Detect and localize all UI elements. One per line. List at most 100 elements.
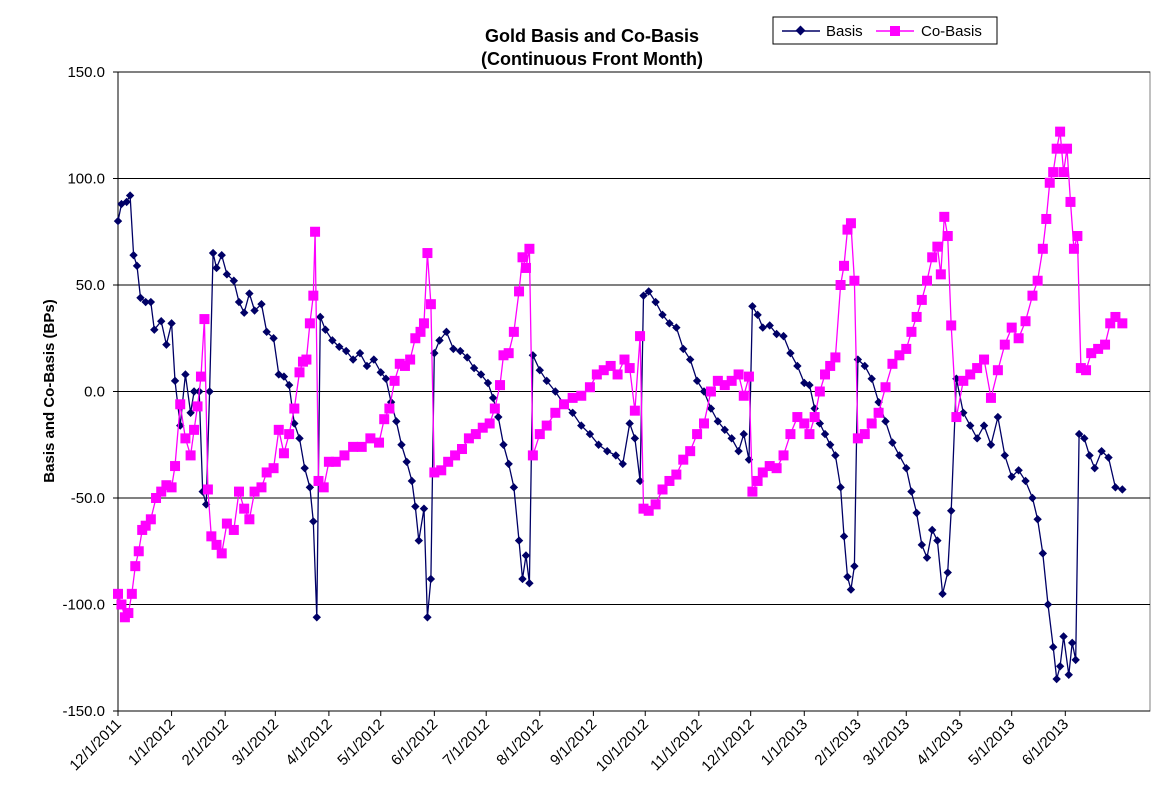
data-point: [1062, 143, 1073, 154]
data-point: [713, 417, 723, 426]
data-point: [305, 483, 315, 492]
data-point: [117, 199, 126, 209]
data-point: [1048, 642, 1058, 652]
x-tick-label: 12/1/2012: [698, 716, 757, 775]
data-point: [1028, 493, 1037, 503]
data-point: [189, 424, 200, 435]
data-point: [123, 608, 134, 619]
data-point: [1055, 126, 1066, 137]
data-point: [568, 408, 577, 417]
data-point: [222, 270, 232, 279]
data-point: [414, 536, 423, 545]
data-point: [411, 502, 420, 511]
data-point: [129, 250, 138, 260]
data-point: [1013, 333, 1024, 344]
data-point: [712, 375, 723, 386]
data-point: [820, 369, 831, 380]
data-point: [986, 440, 996, 449]
data-point: [685, 446, 696, 457]
data-point: [534, 429, 545, 440]
data-point: [1065, 196, 1076, 207]
data-point: [657, 484, 668, 495]
data-point: [685, 355, 695, 364]
data-point: [150, 325, 159, 334]
data-point: [457, 444, 467, 455]
data-point: [917, 540, 927, 550]
data-point: [514, 536, 524, 545]
data-point: [1038, 549, 1048, 558]
data-point: [1043, 600, 1053, 609]
data-point: [820, 429, 830, 439]
data-point: [256, 482, 267, 493]
data-point: [208, 248, 218, 258]
data-point: [542, 376, 551, 386]
data-point: [734, 446, 743, 456]
legend-label-cobasis: Co-Basis: [921, 23, 982, 40]
chart-subtitle: (Continuous Front Month): [481, 49, 703, 69]
data-point: [551, 387, 560, 396]
data-point: [1093, 343, 1104, 354]
data-point: [407, 476, 417, 486]
data-point: [362, 361, 372, 371]
data-point: [793, 361, 802, 371]
data-point: [504, 459, 513, 469]
data-point: [170, 461, 181, 472]
data-point: [558, 399, 569, 410]
data-point: [1021, 476, 1030, 486]
data-point: [639, 291, 648, 300]
data-point: [757, 467, 768, 478]
data-point: [748, 302, 757, 311]
data-point: [321, 325, 330, 334]
data-point: [429, 467, 440, 478]
data-point: [809, 412, 820, 423]
data-point: [747, 486, 758, 497]
data-point: [1110, 311, 1121, 322]
data-point: [1032, 275, 1043, 286]
gridlines: [118, 71, 1150, 712]
data-point: [456, 346, 465, 356]
data-point: [185, 450, 196, 461]
legend: Basis Co-Basis: [772, 16, 998, 45]
data-point: [839, 532, 849, 541]
data-point: [1052, 674, 1061, 684]
data-point: [463, 433, 474, 444]
data-point: [415, 326, 426, 337]
data-point: [916, 294, 927, 305]
y-tick-label: 100.0: [67, 171, 105, 188]
data-point: [166, 482, 177, 493]
data-point: [743, 371, 754, 382]
data-point: [517, 252, 528, 263]
data-point: [744, 455, 754, 464]
data-point: [576, 390, 587, 401]
data-point: [1090, 463, 1099, 473]
y-tick-label: -100.0: [62, 597, 105, 614]
data-point: [175, 399, 186, 410]
series-line: [117, 193, 1123, 680]
y-axis-label: Basis and Co-Basis (BPs): [41, 299, 58, 482]
data-point: [125, 191, 135, 200]
data-point: [202, 484, 213, 495]
data-point: [799, 418, 810, 429]
data-point: [550, 407, 561, 418]
data-point: [279, 372, 289, 381]
data-point: [1000, 451, 1009, 460]
data-point: [365, 433, 376, 444]
data-point: [605, 360, 616, 371]
data-point: [618, 459, 627, 469]
data-point: [527, 450, 538, 461]
data-point: [436, 465, 447, 476]
data-point: [211, 539, 222, 550]
data-point: [499, 440, 508, 449]
data-point: [514, 286, 525, 297]
data-point: [943, 568, 952, 577]
y-tick-label: 0.0: [84, 384, 105, 401]
data-point: [257, 299, 266, 309]
data-point: [785, 429, 796, 440]
data-point: [644, 287, 653, 296]
x-tick-label: 5/1/2013: [965, 716, 1018, 769]
data-point: [853, 355, 863, 364]
data-point: [859, 429, 870, 440]
x-tick-label: 3/1/2012: [229, 716, 282, 769]
data-point: [1059, 632, 1068, 641]
